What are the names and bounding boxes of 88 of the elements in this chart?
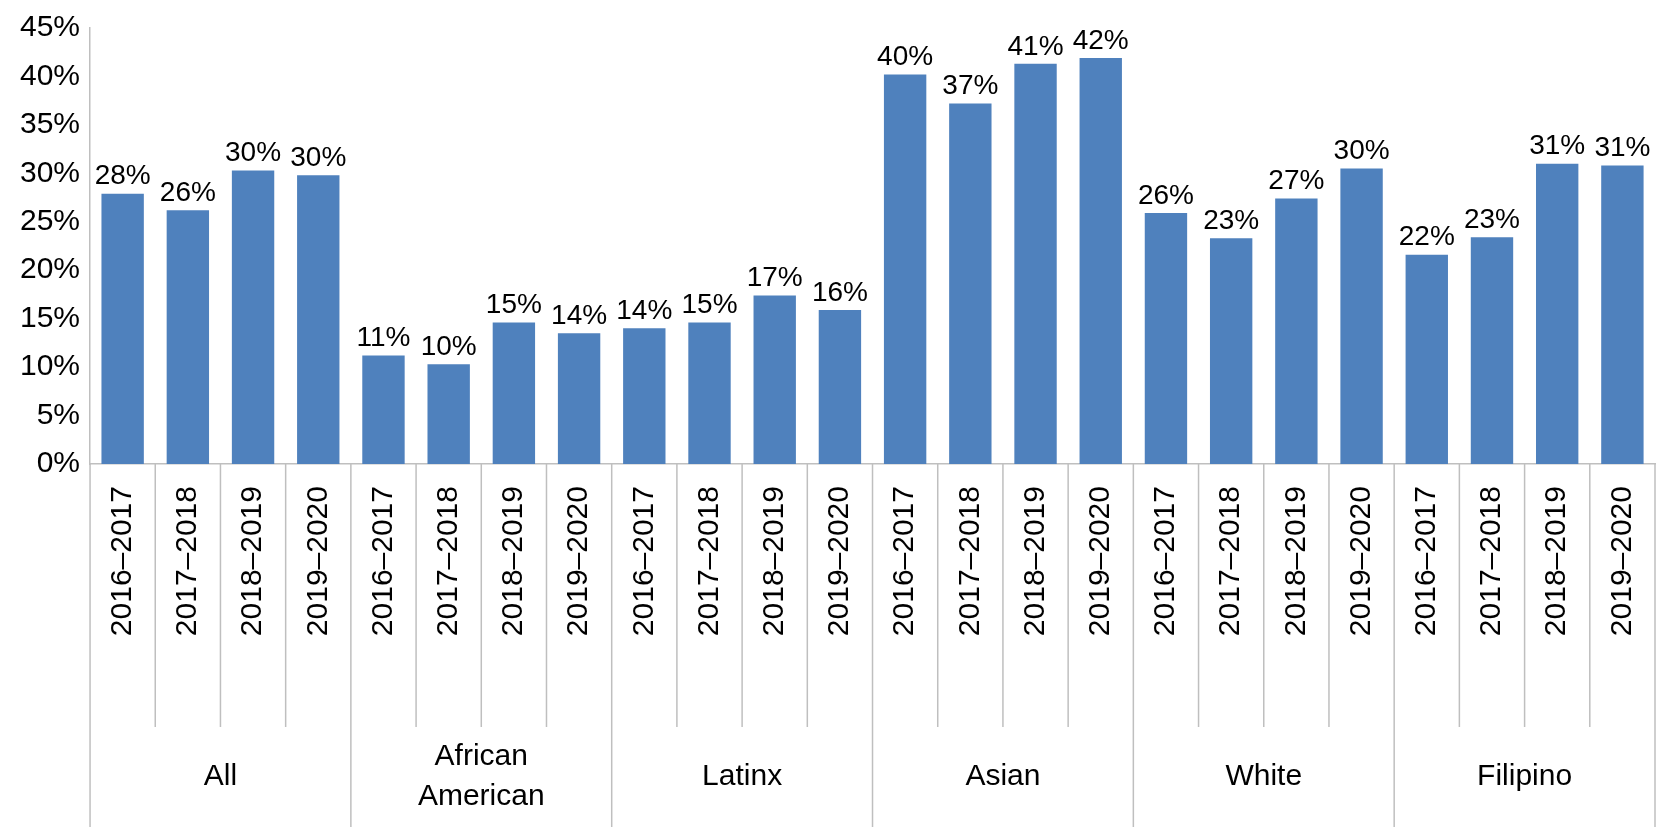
data-label: 26% (1137, 178, 1194, 210)
x-tick-label: 2016–2017 (103, 486, 137, 637)
x-tick-label: 2019–2020 (1342, 486, 1376, 637)
data-label: 42% (1072, 23, 1129, 55)
x-tick-label: 2018–2019 (755, 486, 789, 637)
x-tick-label: 2018–2019 (1277, 486, 1311, 637)
x-tick-label: 2017–2018 (169, 486, 203, 637)
data-label: 31% (1529, 129, 1586, 161)
data-label: 30% (1333, 134, 1390, 166)
x-tick-label: 2016–2017 (625, 486, 659, 637)
bar (753, 295, 796, 464)
x-tick-label: 2018–2019 (1538, 486, 1572, 637)
data-label: 37% (942, 69, 999, 101)
bar (1209, 238, 1253, 464)
data-label: 28% (94, 159, 151, 191)
x-tick-label: 2018–2019 (234, 486, 268, 637)
data-label: 14% (551, 298, 608, 330)
bar (1601, 165, 1644, 464)
text: African American (417, 738, 545, 812)
data-label: 30% (225, 136, 282, 168)
x-tick-label: 2016–2017 (1408, 486, 1442, 637)
bar (1014, 63, 1057, 464)
data-label: 16% (811, 275, 868, 307)
data-label: 23% (1203, 203, 1260, 235)
data-label: 27% (1268, 164, 1325, 196)
data-label: 11% (356, 321, 411, 353)
bar (1405, 254, 1448, 464)
y-tick-label: 10% (20, 348, 81, 382)
bar (492, 322, 536, 464)
bar (1470, 237, 1514, 464)
x-tick-label: 2016–2017 (886, 486, 920, 637)
data-label: 26% (159, 175, 216, 207)
data-label: 15% (485, 288, 542, 320)
y-tick-label: 45% (20, 9, 81, 43)
data-label: 22% (1398, 220, 1455, 252)
y-tick-label: 25% (20, 203, 81, 237)
x-tick-label: 2017–2018 (690, 486, 724, 637)
x-tick-label: 2016–2017 (364, 486, 398, 637)
bar (883, 74, 927, 464)
bar (688, 322, 731, 464)
bar (557, 333, 601, 464)
bar (101, 193, 144, 464)
bar (427, 364, 470, 464)
x-tick-label: 2018–2019 (495, 486, 529, 637)
x-tick-label: 2019–2020 (1082, 486, 1116, 637)
text: Latinx (702, 758, 783, 792)
bar (1340, 168, 1383, 464)
x-tick-label: 2019–2020 (1603, 486, 1637, 637)
bar (1144, 213, 1188, 464)
x-tick-label: 2018–2019 (1016, 486, 1050, 637)
bar (1079, 58, 1122, 464)
data-label: 10% (420, 329, 477, 361)
y-tick-label: 5% (36, 396, 81, 430)
text: Asian (965, 758, 1041, 792)
data-label: 14% (616, 294, 673, 326)
x-tick-label: 2019–2020 (299, 486, 333, 637)
bar (297, 175, 340, 464)
x-tick-label: 2017–2018 (1212, 486, 1246, 637)
x-tick-label: 2017–2018 (429, 486, 463, 637)
bar (1536, 163, 1579, 464)
x-tick-label: 2019–2020 (560, 486, 594, 637)
data-label: 31% (1594, 131, 1651, 163)
x-tick-label: 2017–2018 (1473, 486, 1507, 637)
bar (362, 355, 405, 464)
text: White (1225, 758, 1303, 792)
data-label: 23% (1463, 203, 1521, 234)
bar (623, 328, 666, 464)
bar (949, 103, 992, 464)
x-tick-label: 2017–2018 (951, 486, 985, 637)
data-label: 15% (681, 288, 738, 320)
data-label: 17% (746, 261, 803, 293)
x-tick-label: 2019–2020 (821, 486, 855, 637)
bar (818, 309, 862, 464)
bar (1275, 198, 1318, 464)
x-tick-label: 2016–2017 (1147, 486, 1181, 637)
y-tick-label: 15% (20, 299, 81, 333)
data-label: 40% (877, 40, 934, 72)
text: Filipino (1477, 758, 1573, 792)
y-tick-label: 40% (20, 57, 81, 91)
bar (166, 210, 210, 464)
y-tick-label: 20% (20, 251, 81, 285)
data-label: 41% (1007, 29, 1064, 61)
text: All (203, 758, 238, 792)
y-tick-label: 35% (20, 106, 81, 140)
y-tick-label: 30% (20, 154, 81, 188)
bar (231, 170, 275, 464)
y-tick-label: 0% (36, 445, 81, 479)
data-label: 30% (290, 140, 347, 172)
